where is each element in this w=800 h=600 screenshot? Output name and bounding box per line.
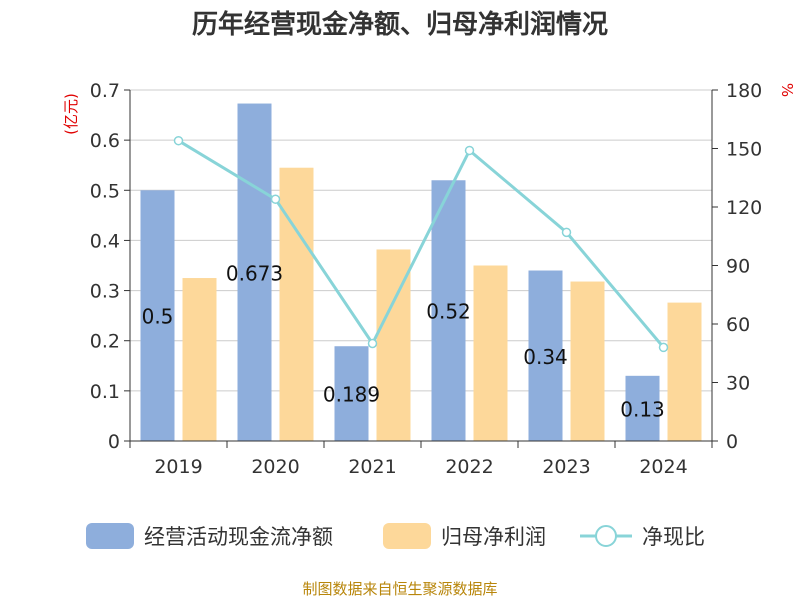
legend-swatch-net-profit [383,523,431,549]
bar-cash-flow [140,190,175,441]
axes: 0 0.1 0.2 0.3 0.4 0.5 0.6 0.7 0 30 60 90 120 150 180 (亿… [62,80,796,478]
left-tick-label: 0.1 [90,381,120,403]
legend-swatch-ratio-marker [595,525,617,547]
bar-cash-flow [528,270,563,441]
bar-net-profit [667,302,702,441]
right-tick-label: 90 [726,256,750,278]
bar-net-profit [473,265,508,441]
x-tick-label: 2019 [154,456,202,478]
data-label-cash-flow: 0.34 [523,345,568,369]
chart-title: 历年经营现金净额、归母净利润情况 [191,10,608,40]
bar-net-profit [279,167,314,441]
x-tick-label: 2020 [251,456,299,478]
bar-cash-flow [334,346,369,441]
data-labels: 0.5 0.673 0.189 0.52 0.34 0.13 [142,261,665,421]
left-tick-label: 0.2 [90,331,120,353]
x-tick-label: 2023 [542,456,590,478]
legend: 经营活动现金流净额 归母净利润 净现比 [86,523,705,549]
legend-label-cash-flow: 经营活动现金流净额 [144,525,333,549]
bar-net-profit [182,278,217,441]
right-tick-label: 0 [726,431,738,453]
source-note: 制图数据来自恒生聚源数据库 [302,580,498,598]
left-tick-label: 0.6 [90,130,120,152]
legend-label-net-profit: 归母净利润 [441,525,546,549]
gridlines [130,89,712,392]
bar-cash-flow [237,103,272,441]
bar-cash-flow [431,180,466,441]
legend-label-ratio: 净现比 [642,525,705,549]
ratio-point [367,338,378,349]
data-label-cash-flow: 0.673 [226,261,283,285]
ratio-point [658,342,669,353]
x-tick-label: 2022 [445,456,493,478]
left-tick-label: 0.7 [90,80,120,102]
ratio-point [270,194,281,204]
bar-cash-flow [625,375,660,441]
bars [140,103,702,441]
right-tick-label: 180 [726,80,762,102]
x-tick-label: 2021 [348,456,396,478]
ratio-point [561,227,572,238]
left-tick-label: 0.4 [90,230,120,252]
ratio-point [464,145,475,156]
right-axis-unit: % [778,83,796,97]
right-tick-label: 30 [726,373,750,395]
data-label-cash-flow: 0.13 [620,397,665,421]
data-label-cash-flow: 0.52 [426,300,471,324]
right-tick-label: 60 [726,314,750,336]
ratio-point [173,135,184,146]
right-tick-label: 150 [726,139,762,161]
x-tick-label: 2024 [639,456,687,478]
data-label-cash-flow: 0.5 [142,305,174,329]
left-tick-label: 0 [108,431,120,453]
data-label-cash-flow: 0.189 [323,383,380,407]
ratio-line [173,135,669,353]
right-tick-label: 120 [726,197,762,219]
left-axis-unit: (亿元) [62,93,80,135]
legend-swatch-cash-flow [86,523,134,549]
left-tick-label: 0.5 [90,180,120,202]
ratio-line-path [177,139,665,349]
bar-net-profit [570,281,605,441]
left-tick-label: 0.3 [90,281,120,303]
